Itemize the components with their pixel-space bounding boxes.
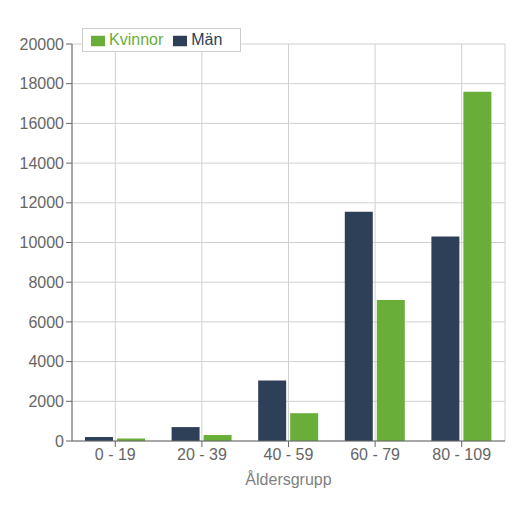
svg-text:12000: 12000 — [20, 194, 65, 211]
svg-text:80 - 109: 80 - 109 — [432, 446, 491, 463]
svg-text:Åldersgrupp: Åldersgrupp — [245, 470, 331, 488]
svg-text:0: 0 — [55, 433, 64, 450]
svg-text:6000: 6000 — [28, 314, 64, 331]
svg-text:4000: 4000 — [28, 353, 64, 370]
svg-text:14000: 14000 — [20, 155, 65, 172]
html-text:Kvinnor: Kvinnor — [109, 31, 164, 48]
svg-text:16000: 16000 — [20, 115, 65, 132]
svg-text:20 - 39: 20 - 39 — [177, 446, 227, 463]
svg-text:40 - 59: 40 - 59 — [264, 446, 314, 463]
svg-text:8000: 8000 — [28, 274, 64, 291]
svg-text:18000: 18000 — [20, 75, 65, 92]
svg-text:0 - 19: 0 - 19 — [95, 446, 136, 463]
svg-text:10000: 10000 — [20, 234, 65, 251]
svg-text:60 - 79: 60 - 79 — [350, 446, 400, 463]
svg-text:2000: 2000 — [28, 393, 64, 410]
svg-text:20000: 20000 — [20, 36, 65, 53]
html-text:Män: Män — [191, 31, 223, 48]
